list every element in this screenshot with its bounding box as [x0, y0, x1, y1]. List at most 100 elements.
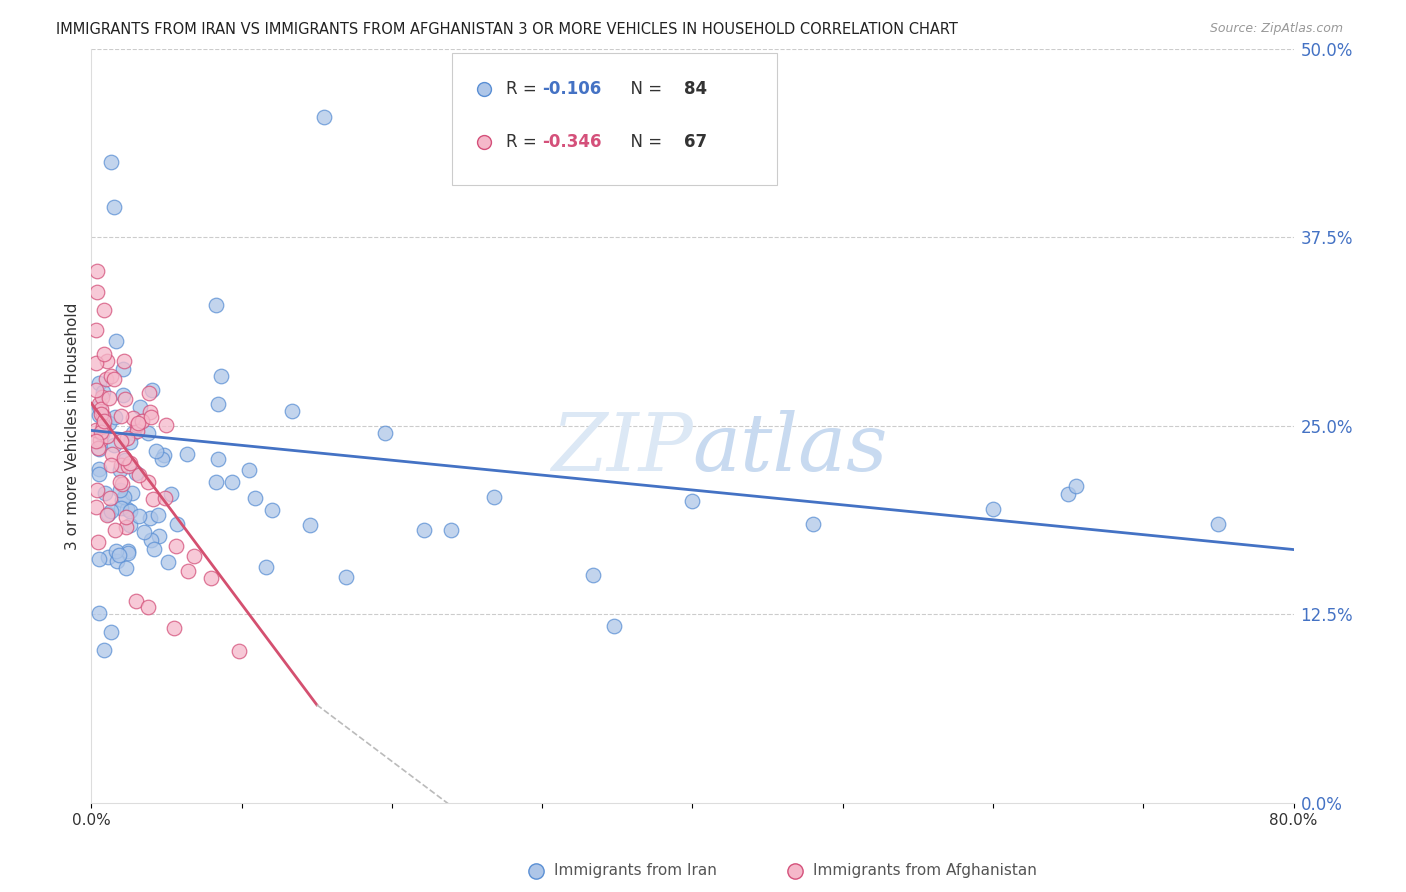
Point	[90, 402, 112, 417]
Point	[125, 425, 148, 439]
Point	[138, 386, 160, 401]
Point	[209, 369, 232, 384]
Point	[84, 323, 107, 337]
Point	[114, 509, 136, 524]
Point	[128, 509, 150, 524]
Point	[89, 433, 111, 447]
Point	[91, 409, 114, 423]
Text: -0.346: -0.346	[543, 133, 602, 151]
Point	[122, 426, 145, 441]
Point	[96, 353, 118, 368]
Text: -0.106: -0.106	[543, 80, 602, 98]
Text: Source: ZipAtlas.com: Source: ZipAtlas.com	[1209, 22, 1343, 36]
Point	[111, 492, 134, 507]
Text: atlas: atlas	[692, 409, 887, 487]
Point	[128, 468, 150, 483]
Point	[117, 546, 139, 560]
Point	[165, 539, 187, 553]
Point	[97, 549, 120, 564]
Point	[110, 500, 132, 515]
Point	[1208, 516, 1230, 531]
Point	[103, 372, 125, 386]
Point	[110, 434, 132, 449]
Point	[121, 486, 143, 500]
Point	[117, 458, 139, 473]
Point	[238, 463, 260, 477]
Point	[108, 548, 131, 562]
Point	[801, 516, 824, 531]
Point	[148, 508, 170, 523]
Point	[134, 525, 156, 540]
Point	[110, 409, 132, 424]
Point	[115, 520, 138, 534]
Point	[603, 618, 626, 632]
Point	[93, 414, 115, 428]
Point	[138, 405, 160, 419]
Point	[100, 504, 122, 518]
Point	[84, 423, 107, 437]
Point	[124, 594, 146, 608]
Text: Immigrants from Afghanistan: Immigrants from Afghanistan	[813, 863, 1036, 878]
Point	[91, 418, 114, 433]
Point	[110, 463, 132, 477]
Point	[104, 544, 127, 558]
Point	[200, 571, 222, 585]
Point	[94, 486, 117, 500]
Text: R =: R =	[506, 133, 543, 151]
Point	[87, 441, 110, 455]
Point	[141, 383, 163, 397]
Point	[110, 458, 132, 472]
Point	[177, 564, 200, 578]
Point	[114, 453, 136, 467]
Point	[112, 362, 135, 376]
Point	[87, 376, 110, 390]
Point	[108, 483, 131, 497]
Point	[228, 644, 250, 658]
Point	[98, 491, 121, 506]
Point	[141, 533, 163, 547]
Point	[114, 392, 136, 407]
Text: Immigrants from Iran: Immigrants from Iran	[554, 863, 717, 878]
Point	[157, 555, 180, 569]
Point	[104, 334, 127, 348]
Point	[94, 372, 117, 386]
Point	[87, 551, 110, 566]
Text: R =: R =	[506, 80, 543, 98]
Point	[84, 434, 107, 448]
Point	[125, 466, 148, 480]
Point	[87, 401, 110, 415]
Point	[1057, 487, 1080, 501]
Text: ZIP: ZIP	[551, 409, 692, 487]
Point	[143, 541, 166, 556]
Point	[98, 391, 121, 405]
Text: IMMIGRANTS FROM IRAN VS IMMIGRANTS FROM AFGHANISTAN 3 OR MORE VEHICLES IN HOUSEH: IMMIGRANTS FROM IRAN VS IMMIGRANTS FROM …	[56, 22, 957, 37]
Point	[112, 451, 135, 466]
Point	[97, 507, 120, 521]
Point	[103, 438, 125, 452]
Point	[128, 401, 150, 415]
Point	[86, 264, 108, 278]
Y-axis label: 3 or more Vehicles in Household: 3 or more Vehicles in Household	[65, 302, 80, 549]
Point	[84, 500, 107, 515]
Point	[1064, 479, 1087, 493]
Point	[254, 559, 277, 574]
Point	[136, 426, 159, 441]
Point	[103, 200, 125, 214]
Point	[115, 431, 138, 445]
Text: N =: N =	[620, 80, 668, 98]
Point	[139, 409, 162, 424]
Point	[136, 600, 159, 615]
Point	[87, 606, 110, 620]
Point	[127, 417, 149, 432]
Point	[138, 511, 160, 525]
Point	[104, 409, 127, 424]
Point	[153, 448, 176, 462]
Point	[120, 435, 142, 450]
Point	[87, 535, 110, 549]
Point	[160, 487, 183, 501]
Point	[221, 475, 243, 489]
Point	[121, 411, 143, 425]
Point	[298, 517, 321, 532]
Point	[96, 508, 118, 522]
Point	[114, 561, 136, 575]
